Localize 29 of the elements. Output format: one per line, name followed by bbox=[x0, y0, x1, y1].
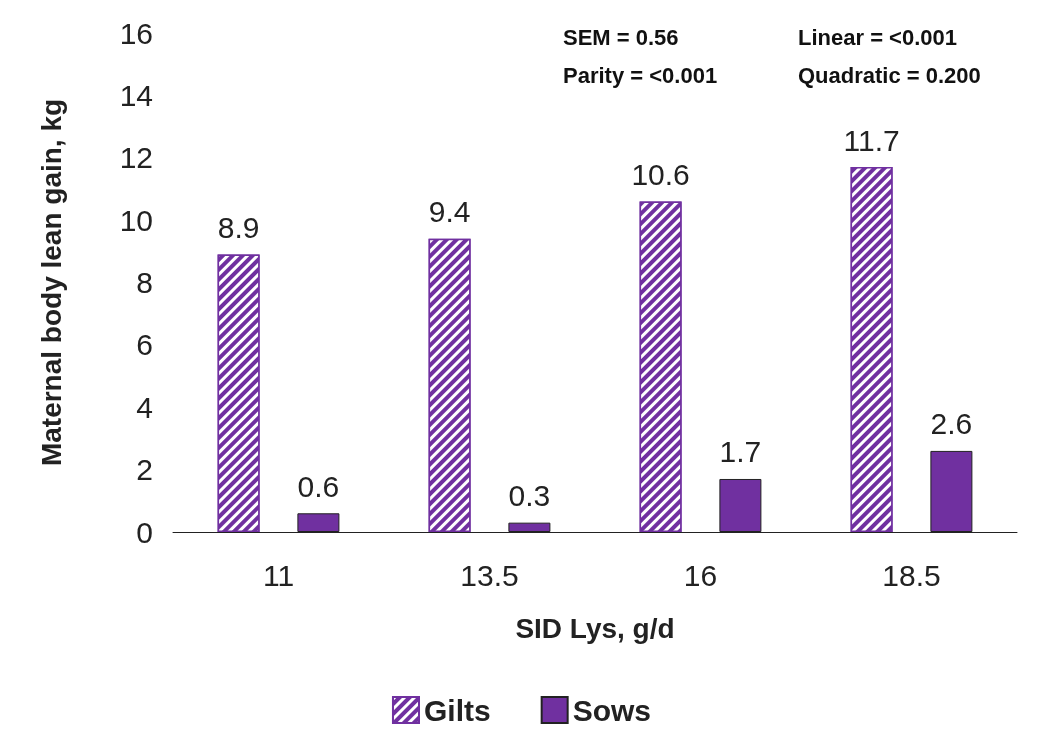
data-label: 1.7 bbox=[719, 435, 762, 469]
y-tick-label: 0 bbox=[136, 515, 153, 549]
x-tick-label: 16 bbox=[683, 558, 718, 592]
y-tick-label: 10 bbox=[119, 203, 153, 237]
y-tick-label: 2 bbox=[136, 453, 153, 487]
y-tick-label: 4 bbox=[136, 390, 153, 424]
y-tick-label: 8 bbox=[136, 266, 153, 299]
annotation: SEM = 0.56 bbox=[563, 24, 679, 50]
annotation: Quadratic = 0.200 bbox=[798, 62, 981, 88]
data-label: 0.3 bbox=[508, 479, 551, 513]
x-axis-title: SID Lys, g/d bbox=[515, 612, 675, 644]
data-label: 9.4 bbox=[428, 195, 471, 229]
legend-label: Sows bbox=[572, 693, 652, 727]
data-label: 2.6 bbox=[930, 407, 973, 441]
y-tick-label: 16 bbox=[119, 16, 153, 50]
y-tick-label: 6 bbox=[136, 328, 153, 362]
x-tick-label: 18.5 bbox=[882, 558, 941, 592]
y-axis-title: Maternal body lean gain, kg bbox=[35, 98, 67, 467]
annotation: Linear = <0.001 bbox=[798, 24, 957, 50]
y-tick-label: 14 bbox=[119, 78, 153, 112]
annotation: Parity = <0.001 bbox=[563, 62, 718, 88]
data-label: 8.9 bbox=[217, 210, 260, 244]
legend-label: Gilts bbox=[423, 693, 491, 727]
data-label: 10.6 bbox=[631, 157, 690, 191]
x-tick-label: 11 bbox=[262, 558, 295, 592]
data-label: 0.6 bbox=[297, 469, 340, 503]
data-label: 11.7 bbox=[843, 123, 900, 157]
y-tick-label: 12 bbox=[119, 141, 153, 175]
x-tick-label: 13.5 bbox=[460, 558, 519, 592]
